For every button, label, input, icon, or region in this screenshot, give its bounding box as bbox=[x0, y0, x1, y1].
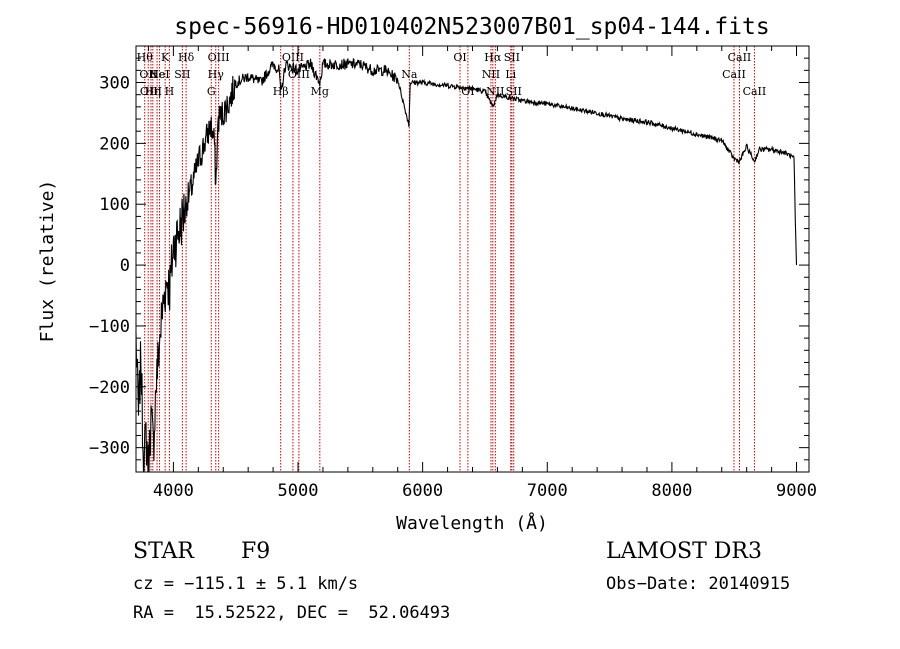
spectral-line-label: CaII bbox=[728, 51, 752, 64]
y-tick-label: −300 bbox=[89, 439, 130, 459]
line-markers-layer bbox=[144, 46, 755, 472]
x-tick-label: 8000 bbox=[651, 481, 692, 501]
y-tick-label: 100 bbox=[99, 195, 130, 215]
spectral-line-label: NII bbox=[482, 68, 500, 81]
y-tick-label: −200 bbox=[89, 378, 130, 398]
observation-date: Obs−Date: 20140915 bbox=[606, 574, 791, 594]
spectral-line-label: Hβ bbox=[273, 85, 289, 98]
spectral-line-label: Hθ bbox=[137, 51, 154, 64]
spectral-line-label: H bbox=[165, 85, 175, 98]
spectral-line-label: SII bbox=[174, 68, 190, 81]
x-axis-label: Wavelength (Å) bbox=[396, 512, 548, 534]
spectral-line-label: CaII bbox=[722, 68, 746, 81]
y-tick-label: −100 bbox=[89, 317, 130, 337]
spectrum-layer bbox=[135, 57, 798, 473]
y-tick-label: 200 bbox=[99, 134, 130, 154]
spectral-line-label: SII bbox=[504, 51, 520, 64]
redshift-cz: cz = −115.1 ± 5.1 km/s bbox=[133, 574, 359, 594]
survey-name: LAMOST DR3 bbox=[606, 539, 762, 564]
spectral-line-label: Li bbox=[505, 68, 516, 81]
spectral-line-label: OI bbox=[453, 51, 466, 64]
x-tick-label: 7000 bbox=[527, 481, 568, 501]
coordinates: RA = 15.52522, DEC = 52.06493 bbox=[133, 603, 451, 623]
spectral-line-label: SII bbox=[506, 85, 522, 98]
plot-frame bbox=[135, 45, 810, 473]
spectral-line-label: Hα bbox=[484, 51, 502, 64]
spectral-line-label: OII bbox=[139, 68, 157, 81]
x-tick-label: 5000 bbox=[278, 481, 319, 501]
spectral-line-label: Na bbox=[401, 68, 418, 81]
spectral-subclass: F9 bbox=[241, 539, 271, 564]
line-labels-layer: HθOIIOIIIHηNeHeIKHSIIHδGHγOIIIHβOIIIOIII… bbox=[137, 51, 767, 98]
spectral-line-label: K bbox=[161, 51, 170, 64]
x-tick-label: 6000 bbox=[402, 481, 443, 501]
spectral-line-label: OIII bbox=[208, 51, 230, 64]
y-axis-label: Flux (relative) bbox=[37, 180, 58, 343]
spectral-line-label: Hδ bbox=[178, 51, 195, 64]
spectral-line-label: Hγ bbox=[208, 68, 225, 81]
axes-layer: 4000 5000 6000 7000 8000 9000 −300 −200 −100 0 100… bbox=[89, 45, 817, 501]
spectrum-series-line bbox=[135, 57, 798, 473]
chart-title: spec-56916-HD010402N523007B01_sp04-144.f… bbox=[174, 14, 769, 40]
x-tick-label: 9000 bbox=[776, 481, 817, 501]
x-tick-label: 4000 bbox=[153, 481, 194, 501]
spectral-line-label: Ne bbox=[149, 68, 165, 81]
spectral-line-label: G bbox=[207, 85, 216, 98]
spectral-line-label: Hη bbox=[145, 85, 161, 98]
spectral-line-label: OIII bbox=[282, 51, 304, 64]
y-tick-label: 300 bbox=[99, 74, 130, 94]
spectral-line-label: CaII bbox=[743, 85, 767, 98]
y-tick-label: 0 bbox=[120, 256, 130, 276]
spectral-line-label: OIII bbox=[140, 85, 162, 98]
spectral-line-label: Mg bbox=[311, 85, 329, 98]
object-type: STAR bbox=[133, 539, 194, 564]
spectral-line-label: HeI bbox=[149, 68, 169, 81]
